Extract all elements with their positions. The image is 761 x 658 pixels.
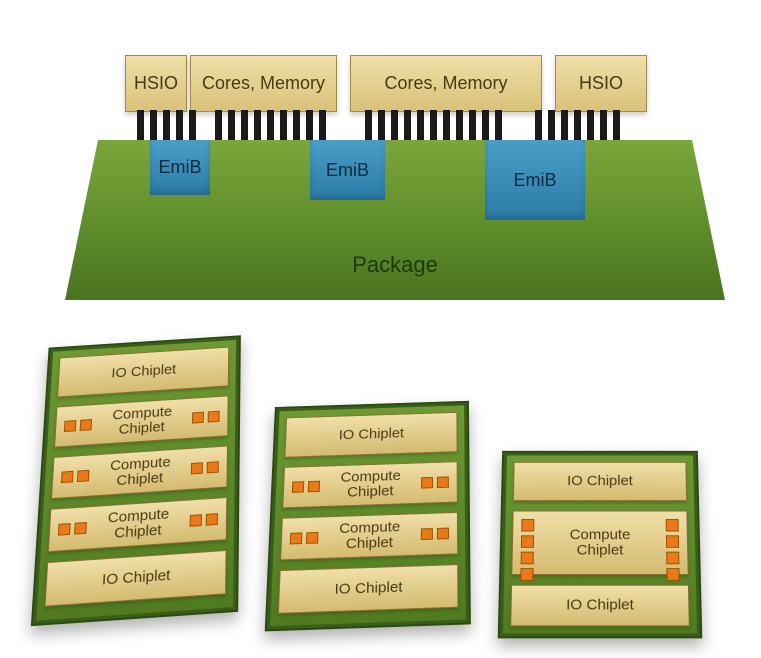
- emib-bridge: EmiB: [310, 140, 385, 200]
- port-icon: [207, 461, 219, 473]
- chiplet-label: Compute Chiplet: [107, 507, 170, 542]
- port-group-left: [61, 470, 90, 483]
- emib-bridge: EmiB: [150, 140, 210, 195]
- chiplet-label: IO Chiplet: [339, 426, 405, 442]
- die-hsio-left: HSIO: [125, 55, 187, 112]
- port-icon: [666, 568, 679, 581]
- port-icon: [77, 470, 90, 482]
- package-tile: IO Chiplet Compute Chiplet IO Chiplet: [498, 451, 703, 639]
- port-group-right: [421, 528, 449, 540]
- io-chiplet: IO Chiplet: [57, 347, 229, 398]
- die-cores-memory-left: Cores, Memory: [190, 55, 337, 112]
- port-group-right: [666, 519, 680, 581]
- port-icon: [308, 481, 320, 493]
- die-hsio-right: HSIO: [555, 55, 647, 112]
- port-icon: [74, 522, 87, 535]
- port-icon: [421, 477, 433, 489]
- port-group-left: [292, 481, 320, 493]
- port-icon: [292, 481, 304, 493]
- port-icon: [666, 519, 679, 531]
- compute-chiplet: Compute Chiplet: [282, 461, 458, 508]
- port-icon: [191, 462, 203, 474]
- port-icon: [208, 411, 220, 423]
- port-icon: [58, 523, 71, 536]
- micro-bumps: [365, 110, 502, 140]
- port-icon: [306, 532, 318, 544]
- io-chiplet: IO Chiplet: [44, 550, 226, 607]
- chiplet-label: IO Chiplet: [111, 363, 176, 381]
- port-group-right: [421, 476, 449, 488]
- micro-bumps: [215, 110, 326, 140]
- port-icon: [521, 535, 534, 547]
- port-group-left: [520, 519, 534, 581]
- compute-chiplet: Compute Chiplet: [48, 497, 228, 552]
- package-label: Package: [65, 252, 725, 278]
- io-chiplet: IO Chiplet: [278, 564, 459, 614]
- port-icon: [290, 532, 303, 544]
- port-icon: [520, 568, 533, 581]
- port-icon: [666, 535, 679, 547]
- compute-chiplet: Compute Chiplet: [511, 510, 688, 575]
- port-icon: [521, 519, 534, 531]
- port-group-right: [191, 461, 219, 474]
- die-label: Cores, Memory: [384, 73, 507, 94]
- die-label: HSIO: [134, 73, 178, 94]
- port-icon: [61, 471, 74, 483]
- package-tile: IO Chiplet Compute Chiplet Compute Chiplet…: [31, 335, 241, 626]
- chiplet-label: Compute Chiplet: [340, 469, 401, 501]
- port-group-left: [58, 522, 87, 536]
- port-icon: [437, 476, 449, 488]
- emib-bridge: EmiB: [485, 140, 585, 220]
- port-icon: [80, 419, 92, 431]
- emib-label: EmiB: [158, 157, 201, 178]
- port-icon: [521, 551, 534, 564]
- chiplet-label: IO Chiplet: [334, 580, 402, 598]
- compute-chiplet: Compute Chiplet: [51, 446, 228, 500]
- chiplet-label: Compute Chiplet: [569, 527, 630, 557]
- chiplet-label: Compute Chiplet: [339, 520, 401, 552]
- die-label: Cores, Memory: [202, 73, 325, 94]
- port-group-right: [192, 411, 220, 424]
- port-group-right: [190, 513, 218, 527]
- port-icon: [192, 412, 204, 424]
- io-chiplet: IO Chiplet: [284, 412, 457, 458]
- cross-section-diagram: HSIO Cores, Memory Cores, Memory HSIO Pa…: [65, 35, 725, 295]
- micro-bumps: [137, 110, 196, 140]
- port-icon: [190, 514, 202, 527]
- die-label: HSIO: [579, 73, 623, 94]
- port-icon: [437, 528, 449, 540]
- port-group-left: [64, 419, 92, 432]
- emib-label: EmiB: [326, 160, 369, 181]
- die-cores-memory-right: Cores, Memory: [350, 55, 542, 112]
- io-chiplet: IO Chiplet: [513, 462, 687, 501]
- chiplet-label: IO Chiplet: [567, 474, 633, 489]
- chiplet-label: IO Chiplet: [102, 568, 171, 589]
- package-tile: IO Chiplet Compute Chiplet Compute Chiplet…: [265, 401, 471, 632]
- io-chiplet: IO Chiplet: [510, 585, 690, 626]
- port-group-left: [290, 532, 319, 545]
- chiplet-label: IO Chiplet: [566, 598, 634, 614]
- emib-label: EmiB: [513, 170, 556, 191]
- port-icon: [666, 551, 679, 564]
- port-icon: [206, 513, 218, 526]
- chiplet-label: Compute Chiplet: [111, 405, 172, 438]
- chiplet-label: Compute Chiplet: [109, 455, 171, 489]
- compute-chiplet: Compute Chiplet: [54, 395, 229, 447]
- port-icon: [421, 528, 433, 540]
- compute-chiplet: Compute Chiplet: [280, 512, 458, 560]
- micro-bumps: [535, 110, 620, 140]
- port-icon: [64, 420, 76, 432]
